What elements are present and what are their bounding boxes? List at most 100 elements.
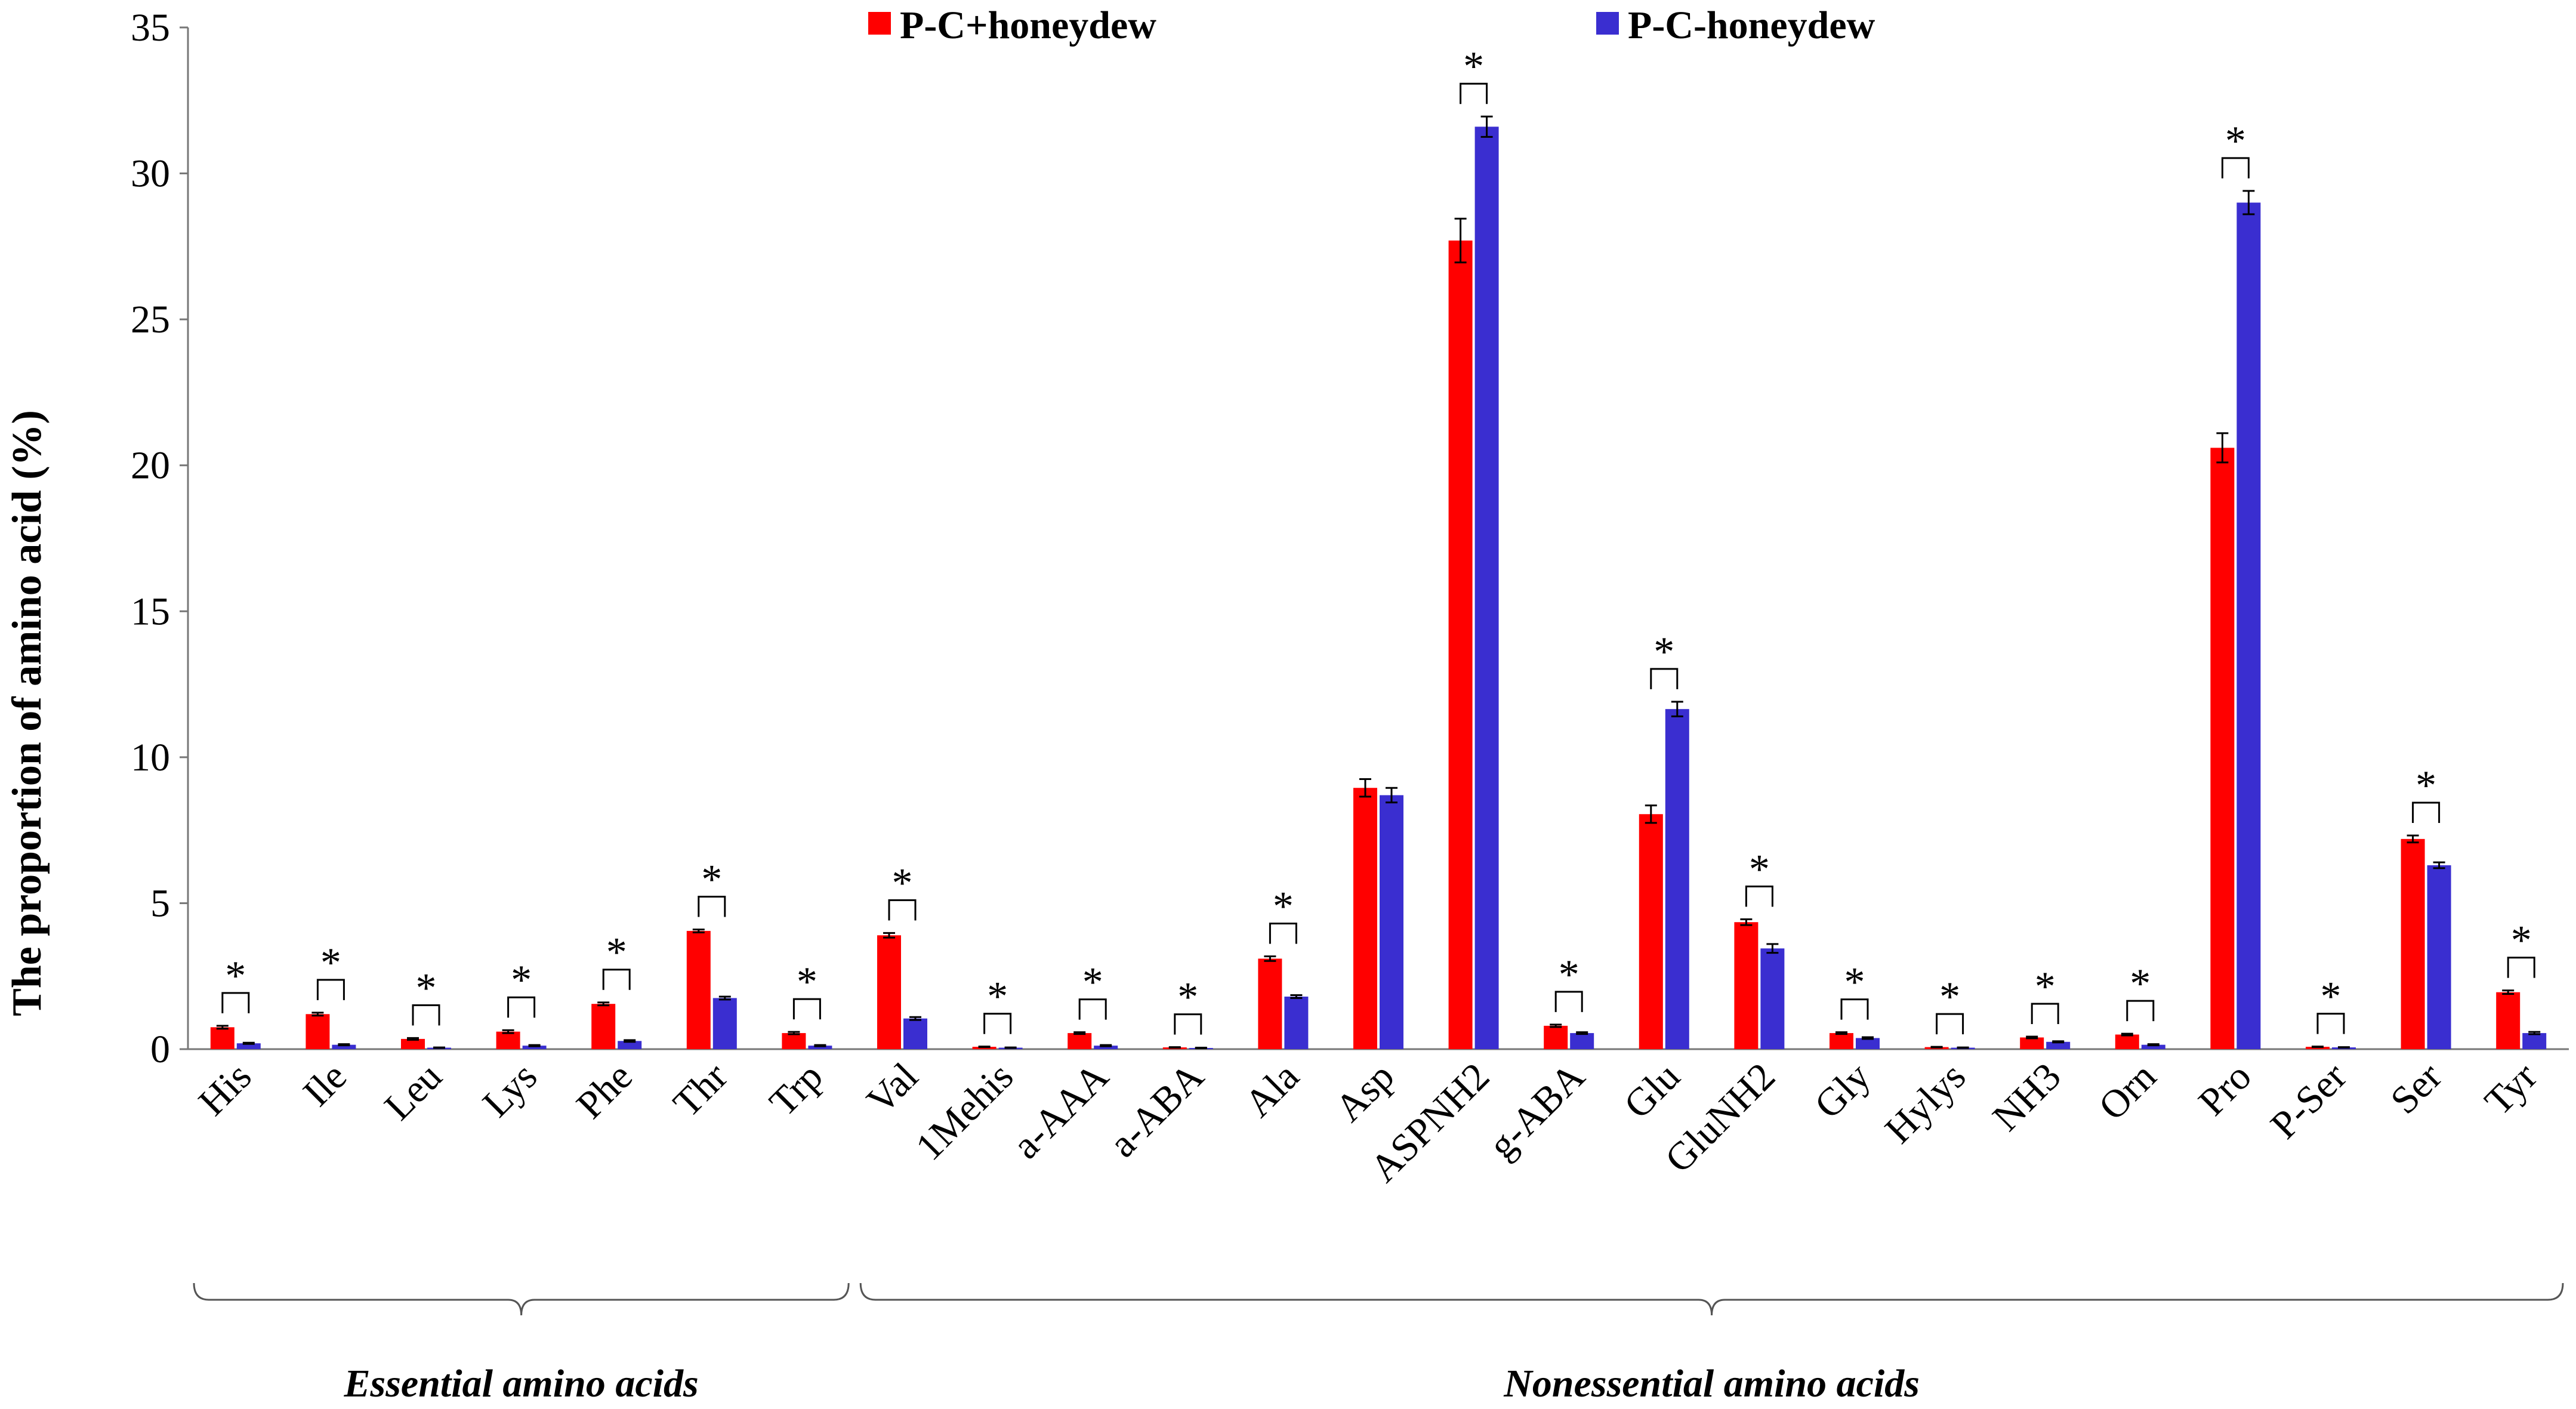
bar-p-cplushoneydew-leu [401, 1038, 425, 1049]
significance-bracket [602, 969, 631, 990]
group-brace-essential-amino-acids [193, 1282, 850, 1316]
significance-star: * [225, 953, 246, 999]
y-axis-label: The proportion of amino acid (%) [4, 410, 50, 1016]
legend-label-p-c-plus-honeydew: P-C+honeydew [900, 4, 1156, 47]
bar-p-cplushoneydew-pro [2210, 448, 2235, 1049]
y-tick-label: 35 [131, 6, 170, 50]
group-braces: Essential amino acids Nonessential amino … [193, 1282, 2564, 1405]
y-tick-label: 15 [131, 590, 170, 633]
y-tick-label: 5 [150, 881, 170, 925]
bars-layer [210, 115, 2547, 1050]
significance-bracket [1650, 668, 1679, 689]
significance-star: * [606, 930, 627, 976]
significance-star: * [2035, 964, 2056, 1010]
significance-star: * [1273, 883, 1294, 929]
x-tick-label-ala: Ala [1236, 1055, 1307, 1126]
x-tick-label-phe: Phe [568, 1055, 641, 1127]
significance-bracket [316, 979, 345, 1000]
bar-p-cplushoneydew-g-aba [1544, 1025, 1568, 1049]
legend-swatch-p-c-minus-honeydew [1596, 12, 1619, 35]
significance-bracket [888, 899, 917, 921]
bar-p-c-honeydew-g-aba [1570, 1033, 1594, 1049]
significance-bracket [507, 996, 536, 1018]
y-tick-label: 20 [131, 444, 170, 488]
significance-star: * [701, 856, 722, 902]
significance-star: * [1177, 975, 1198, 1020]
x-tick-label-pro: Pro [2191, 1055, 2260, 1124]
legend: P-C+honeydew P-C-honeydew [868, 4, 1875, 47]
axes: 0 5 10 15 20 25 30 35 [131, 6, 2569, 1071]
bar-p-cplushoneydew-glunh2 [1734, 922, 1759, 1049]
significance-star: * [1082, 960, 1103, 1006]
bar-p-c-honeydew-asp [1380, 795, 1403, 1049]
x-tick-label-asp: Asp [1327, 1055, 1403, 1130]
x-tick-label-a-aaa: a-AAA [1004, 1055, 1117, 1167]
x-tick-label-g-aba: g-ABA [1480, 1055, 1593, 1167]
category-labels: His Ile Leu Lys Phe Thr Trp Val1Mehisa-AAAa-ABA… [190, 1055, 2546, 1191]
legend-label-p-c-minus-honeydew: P-C-honeydew [1628, 4, 1875, 47]
significance-star: * [797, 959, 817, 1005]
significance-star: * [892, 860, 913, 906]
bar-p-c-honeydew-ala [1284, 996, 1309, 1049]
significance-star: * [1939, 974, 1960, 1020]
x-tick-label-trp: Trp [761, 1055, 831, 1124]
bar-p-cplushoneydew-ile [306, 1014, 330, 1049]
bar-p-c-honeydew-glunh2 [1760, 948, 1785, 1049]
significance-bracket [2316, 1013, 2345, 1034]
bar-p-cplushoneydew-aspnh2 [1448, 241, 1473, 1050]
significance-star: * [2321, 974, 2341, 1020]
bar-p-cplushoneydew-gly [1830, 1033, 1853, 1049]
x-tick-label-his: His [190, 1055, 260, 1124]
significance-bracket [2221, 157, 2250, 178]
bar-p-cplushoneydew-glu [1639, 814, 1663, 1049]
bar-p-c-honeydew-gly [1856, 1038, 1880, 1049]
significance-bracket [1460, 82, 1488, 104]
bar-p-c-honeydew-pro [2236, 202, 2261, 1049]
significance-bracket [2507, 957, 2535, 978]
significance-bracket [1840, 998, 1869, 1020]
significance-star: * [1749, 846, 1770, 892]
x-tick-label-a-aba: a-ABA [1101, 1055, 1213, 1166]
y-tick-label: 0 [150, 1028, 170, 1071]
bar-p-cplushoneydew-asp [1353, 788, 1377, 1049]
x-tick-label-glu: Glu [1616, 1055, 1689, 1127]
significance-bracket [1174, 1013, 1202, 1035]
significance-bracket [2126, 1000, 2155, 1022]
significance-star: * [2130, 961, 2151, 1007]
significance-star: * [1559, 952, 1579, 998]
significance-bracket [983, 1013, 1012, 1034]
significance-bracket [412, 1004, 440, 1026]
bar-p-cplushoneydew-phe [591, 1004, 616, 1049]
y-tick-label: 30 [131, 152, 170, 196]
bar-p-cplushoneydew-ala [1258, 958, 1282, 1049]
significance-star: * [2511, 918, 2532, 964]
x-tick-label-thr: Thr [665, 1055, 736, 1126]
bar-p-cplushoneydew-tyr [2496, 992, 2521, 1049]
legend-swatch-p-c-plus-honeydew [868, 12, 891, 35]
bar-p-c-honeydew-a-aaa [1094, 1046, 1118, 1049]
significance-star: * [1463, 44, 1484, 90]
bar-p-c-honeydew-nh3 [2046, 1041, 2071, 1049]
significance-star: * [1653, 629, 1674, 675]
x-tick-label-ser: Ser [2382, 1055, 2450, 1123]
significance-star: * [511, 957, 532, 1003]
significance-bracket [1269, 922, 1297, 944]
bar-p-cplushoneydew-val [877, 935, 901, 1049]
bar-p-c-honeydew-trp [808, 1046, 832, 1049]
x-tick-label-gly: Gly [1806, 1055, 1879, 1127]
significance-star: * [2415, 763, 2436, 809]
x-tick-label-tyr: Tyr [2476, 1055, 2546, 1124]
bar-p-cplushoneydew-a-aaa [1068, 1033, 1092, 1049]
significance-layer: * * * * * * * * * * * * * * * * * * * * * * * * [221, 44, 2535, 1035]
bar-p-cplushoneydew-trp [782, 1033, 806, 1049]
bar-p-cplushoneydew-nh3 [2020, 1037, 2044, 1049]
group-brace-nonessential-amino-acids [859, 1282, 2564, 1316]
bar-p-c-honeydew-lys [522, 1046, 547, 1049]
significance-star: * [416, 965, 437, 1011]
bar-p-c-honeydew-phe [618, 1041, 642, 1049]
significance-star: * [987, 974, 1008, 1020]
x-tick-label-orn: Orn [2090, 1055, 2164, 1129]
significance-bracket [1078, 998, 1107, 1020]
x-tick-label-p-ser: P-Ser [2262, 1055, 2355, 1147]
x-tick-label-leu: Leu [376, 1055, 450, 1129]
